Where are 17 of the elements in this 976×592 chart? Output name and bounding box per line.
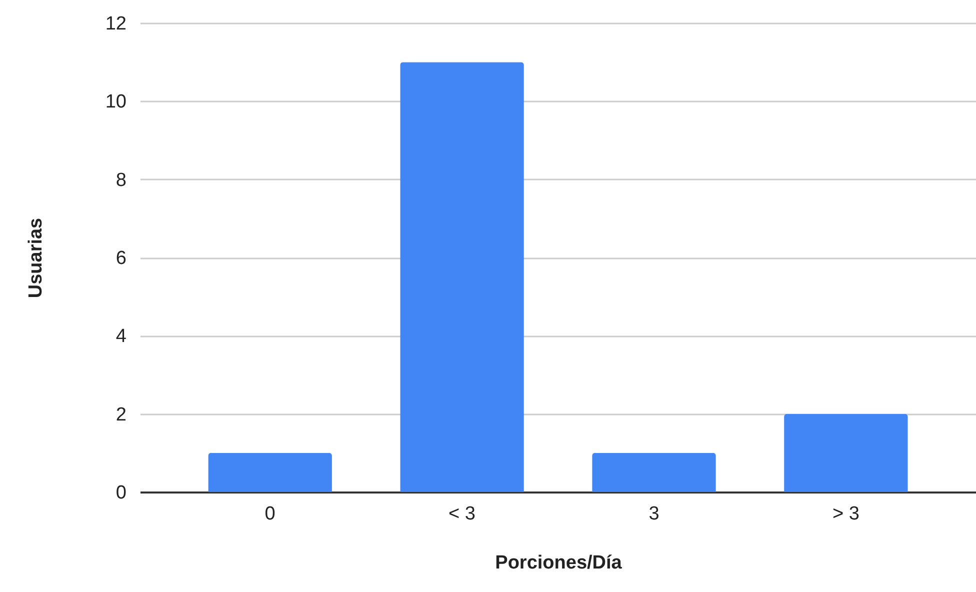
x-tick-label: 3 — [648, 504, 660, 524]
y-tick-label: 6 — [116, 248, 126, 269]
y-tick-label: 12 — [105, 14, 126, 34]
bar — [592, 452, 716, 492]
x-axis-title: Porciones/Día — [495, 552, 622, 574]
bar — [784, 414, 908, 492]
y-tick-label: 8 — [116, 170, 126, 191]
x-tick-label: > 3 — [832, 504, 860, 524]
y-tick-label: 0 — [116, 482, 126, 504]
bar — [208, 452, 332, 492]
y-axis-title: Usuarias — [25, 218, 46, 298]
x-tick-label: 0 — [264, 504, 276, 524]
bar — [400, 62, 524, 492]
y-tick-label: 4 — [116, 326, 127, 348]
x-tick-label: < 3 — [448, 504, 476, 524]
y-tick-label: 10 — [105, 92, 126, 113]
y-tick-label: 2 — [116, 404, 126, 426]
